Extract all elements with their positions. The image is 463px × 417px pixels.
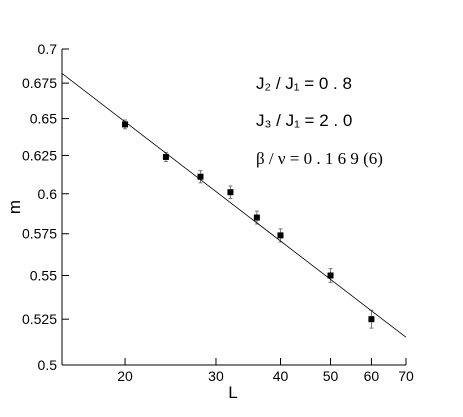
y-tick-label: 0.7 [38,41,58,57]
y-tick-label: 0.5 [38,357,58,373]
annotation: J₂ / J₁ = 0 . 8 [256,74,352,93]
annotation: β / ν = 0 . 1 6 9 (6) [256,149,383,168]
x-tick-label: 30 [208,368,224,384]
data-point [327,272,334,279]
fit-line [61,73,407,338]
x-tick-label: 20 [117,368,133,384]
y-tick-label: 0.575 [22,226,57,242]
data-point [253,214,260,221]
y-tick-label: 0.525 [22,311,57,327]
x-tick-label: 50 [323,368,339,384]
data-point [162,153,169,160]
y-tick-label: 0.675 [22,75,57,91]
annotation: J₃ / J₁ = 2 . 0 [256,111,352,130]
data-point [227,189,234,196]
y-axis-label: m [5,200,24,214]
x-tick-label: 40 [273,368,289,384]
y-tick-label: 0.6 [38,186,58,202]
data-point [368,316,375,323]
data-point [277,232,284,239]
x-tick-label: 60 [364,368,380,384]
data-point [197,173,204,180]
x-axis-label: L [228,383,237,402]
y-tick-label: 0.65 [30,111,57,127]
y-tick-label: 0.625 [22,147,57,163]
data-point [122,121,129,128]
y-tick-label: 0.55 [30,267,57,283]
x-tick-label: 70 [398,368,414,384]
